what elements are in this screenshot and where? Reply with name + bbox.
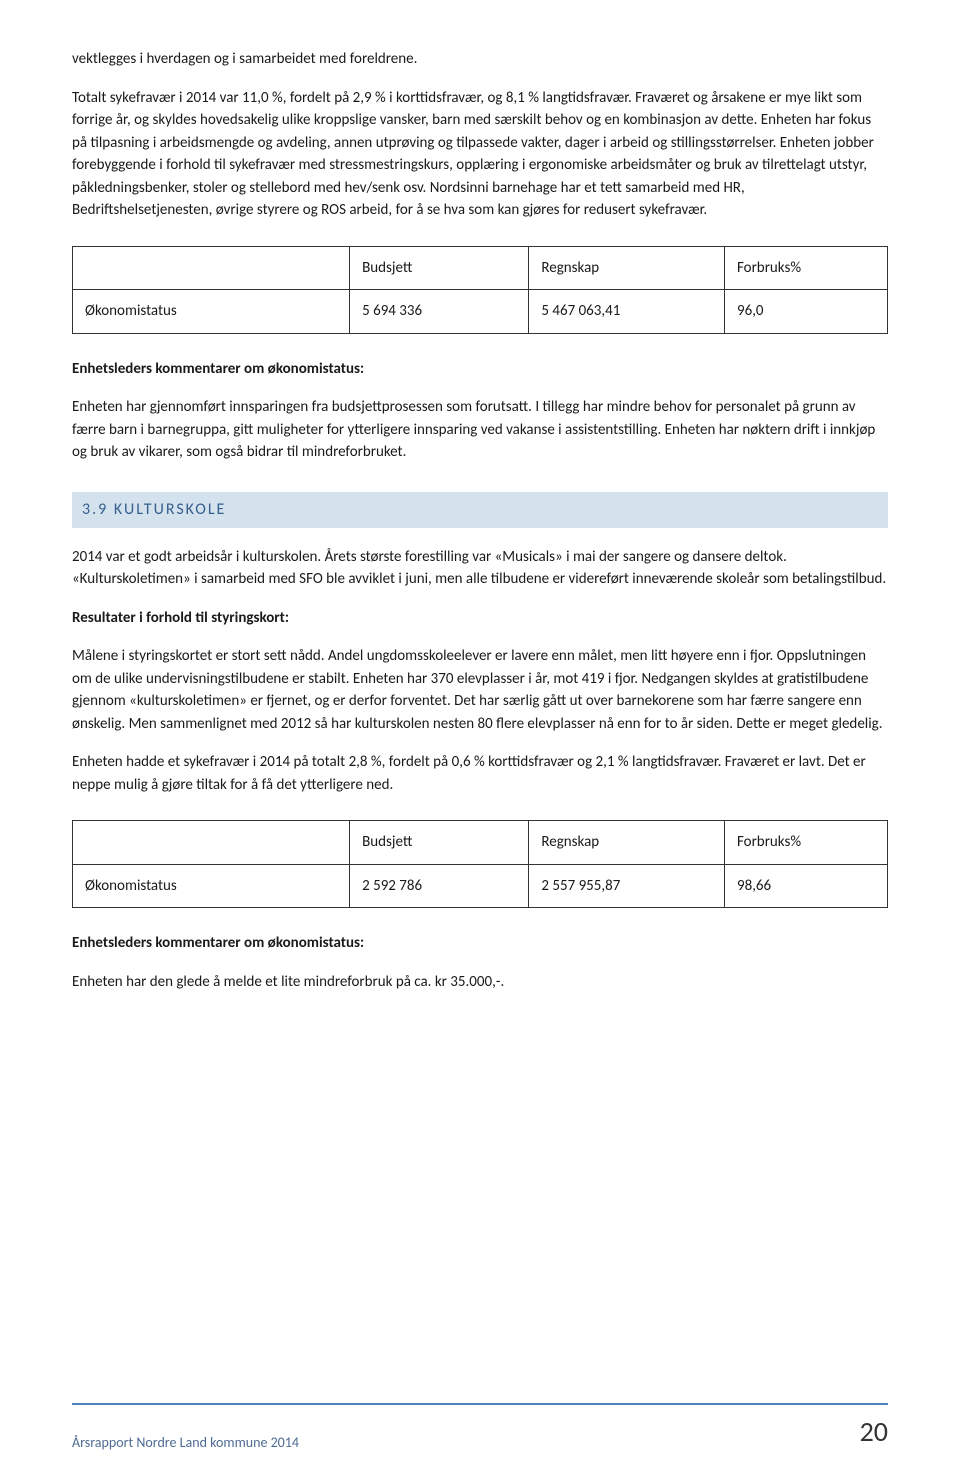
economy-table-1: Budsjett Regnskap Forbruks% Økonomistatu… xyxy=(72,246,888,334)
table-header-forbruk: Forbruks% xyxy=(724,246,887,290)
section-title-kulturskole: 3.9 KULTURSKOLE xyxy=(72,492,888,528)
kulturskole-p3: Enheten hadde et sykefravær i 2014 på to… xyxy=(72,751,888,796)
cell-regnskap: 5 467 063,41 xyxy=(529,290,725,334)
table-header-regnskap: Regnskap xyxy=(529,821,725,865)
table-header-empty xyxy=(73,821,350,865)
table-row: Økonomistatus 2 592 786 2 557 955,87 98,… xyxy=(73,864,888,908)
cell-label: Økonomistatus xyxy=(73,290,350,334)
footer-row: Årsrapport Nordre Land kommune 2014 20 xyxy=(72,1411,888,1453)
table-header-empty xyxy=(73,246,350,290)
table-header-row: Budsjett Regnskap Forbruks% xyxy=(73,821,888,865)
table-header-regnskap: Regnskap xyxy=(529,246,725,290)
cell-label: Økonomistatus xyxy=(73,864,350,908)
page-footer: Årsrapport Nordre Land kommune 2014 20 xyxy=(72,1403,888,1453)
kulturskole-p1: 2014 var et godt arbeidsår i kulturskole… xyxy=(72,546,888,591)
kulturskole-subheading: Resultater i forhold til styringskort: xyxy=(72,607,888,630)
page-number: 20 xyxy=(860,1411,888,1453)
intro-paragraph-2: Totalt sykefravær i 2014 var 11,0 %, for… xyxy=(72,87,888,222)
footer-title: Årsrapport Nordre Land kommune 2014 xyxy=(72,1432,299,1453)
cell-forbruk: 98,66 xyxy=(724,864,887,908)
table-row: Økonomistatus 5 694 336 5 467 063,41 96,… xyxy=(73,290,888,334)
intro-paragraph-1: vektlegges i hverdagen og i samarbeidet … xyxy=(72,48,888,71)
table-header-forbruk: Forbruks% xyxy=(724,821,887,865)
economy-table-2: Budsjett Regnskap Forbruks% Økonomistatu… xyxy=(72,820,888,908)
economy-comments-heading-1: Enhetsleders kommentarer om økonomistatu… xyxy=(72,358,888,381)
cell-regnskap: 2 557 955,87 xyxy=(529,864,725,908)
table-header-budsjett: Budsjett xyxy=(350,246,529,290)
table-header-row: Budsjett Regnskap Forbruks% xyxy=(73,246,888,290)
cell-budsjett: 5 694 336 xyxy=(350,290,529,334)
cell-forbruk: 96,0 xyxy=(724,290,887,334)
economy-comments-heading-2: Enhetsleders kommentarer om økonomistatu… xyxy=(72,932,888,955)
table-header-budsjett: Budsjett xyxy=(350,821,529,865)
economy-comments-text-2: Enheten har den glede å melde et lite mi… xyxy=(72,971,888,994)
footer-divider xyxy=(72,1403,888,1405)
economy-comments-text-1: Enheten har gjennomført innsparingen fra… xyxy=(72,396,888,464)
cell-budsjett: 2 592 786 xyxy=(350,864,529,908)
kulturskole-p2: Målene i styringskortet er stort sett nå… xyxy=(72,645,888,735)
